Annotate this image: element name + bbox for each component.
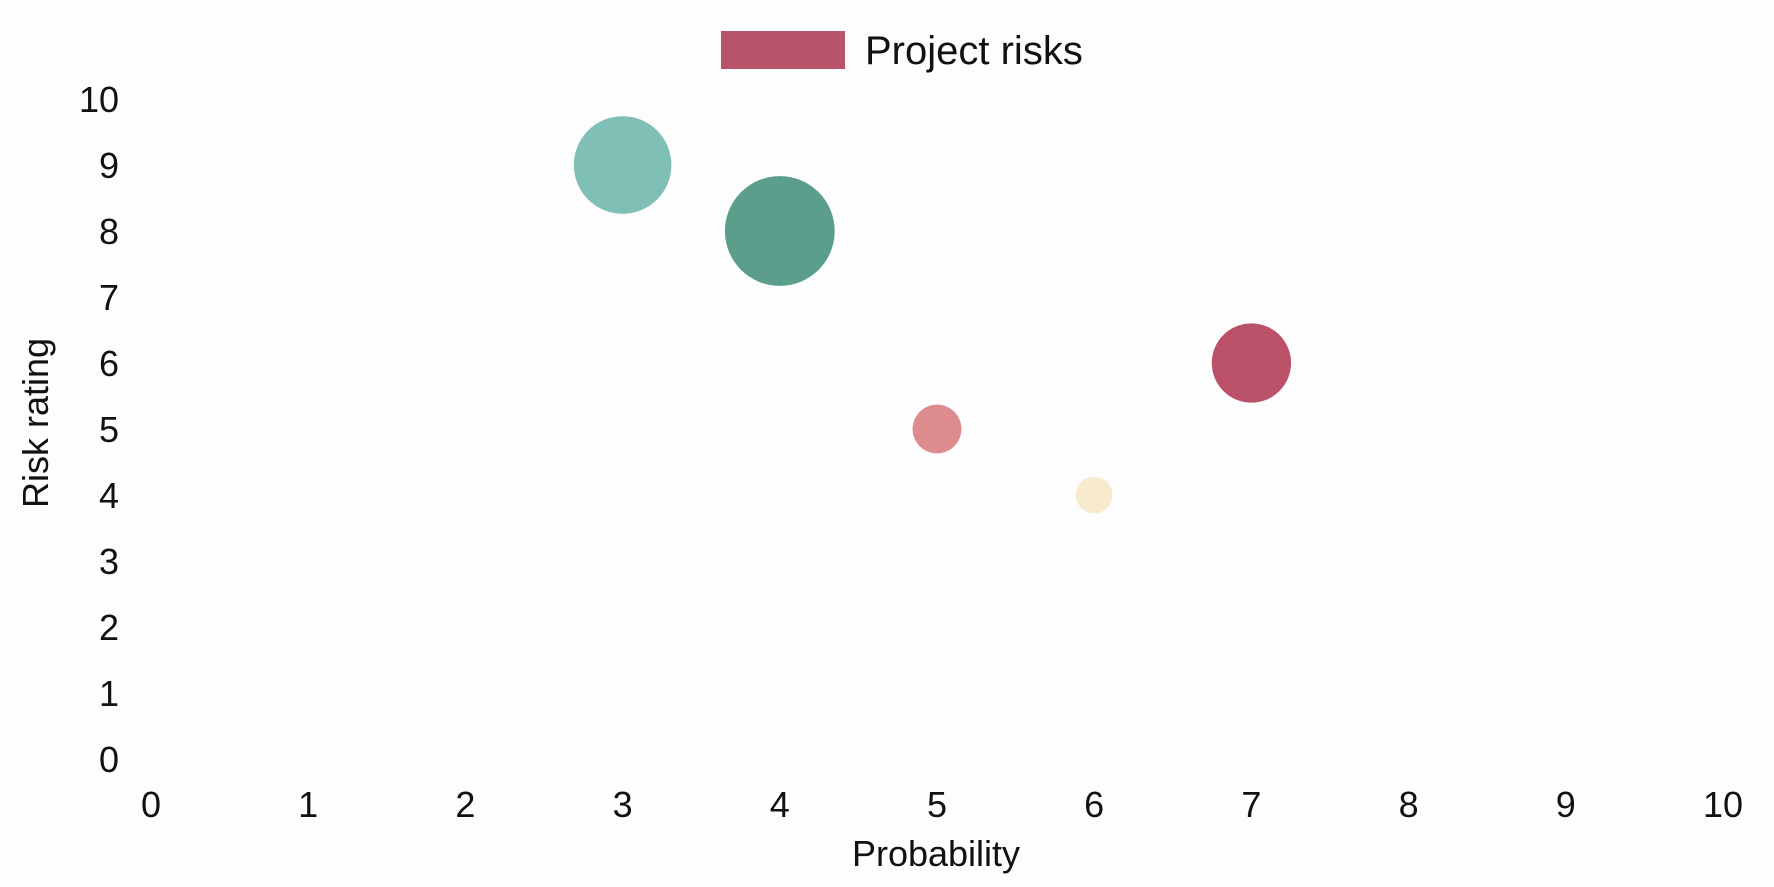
x-tick-label: 1 [298,784,318,825]
x-tick-label: 0 [141,784,161,825]
bubble-point[interactable] [1211,323,1292,403]
y-tick-label: 8 [99,211,119,252]
y-axis-ticks: 0 1 2 3 4 5 6 7 8 9 10 [79,79,119,780]
x-tick-label: 3 [613,784,633,825]
x-axis-label: Probability [852,833,1020,874]
x-tick-label: 10 [1703,784,1743,825]
y-axis-label: Risk rating [15,338,56,508]
bubble-point[interactable] [912,404,962,454]
y-tick-label: 9 [99,145,119,186]
x-tick-label: 9 [1556,784,1576,825]
bubble-point[interactable] [1075,476,1113,514]
legend-label: Project risks [865,29,1083,73]
y-tick-label: 0 [99,739,119,780]
x-tick-label: 4 [770,784,790,825]
x-tick-label: 2 [455,784,475,825]
x-axis-ticks: 0 1 2 3 4 5 6 7 8 9 10 [141,784,1743,825]
y-tick-label: 6 [99,343,119,384]
y-tick-label: 10 [79,79,119,120]
y-tick-label: 7 [99,277,119,318]
legend-swatch [721,31,845,69]
bubble-point[interactable] [573,116,672,214]
y-tick-label: 3 [99,541,119,582]
y-tick-label: 2 [99,607,119,648]
x-tick-label: 8 [1399,784,1419,825]
bubble-series [573,116,1292,514]
bubble-point[interactable] [724,176,835,286]
x-tick-label: 7 [1241,784,1261,825]
y-tick-label: 5 [99,409,119,450]
x-tick-label: 6 [1084,784,1104,825]
y-tick-label: 1 [99,673,119,714]
legend[interactable]: Project risks [721,29,1083,73]
x-tick-label: 5 [927,784,947,825]
y-tick-label: 4 [99,475,119,516]
